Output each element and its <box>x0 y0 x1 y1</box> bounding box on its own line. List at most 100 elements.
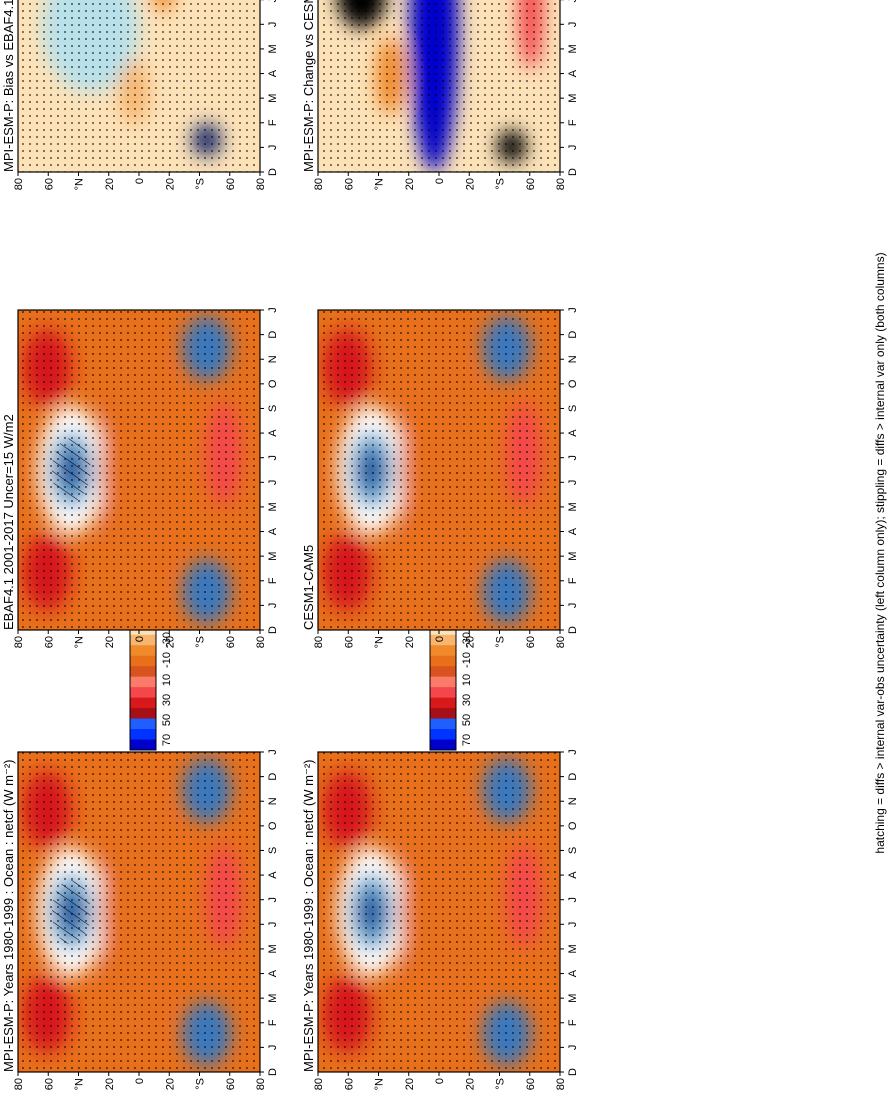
colorbar-label: -10 <box>461 652 473 668</box>
y-tick-label: 20 <box>464 636 476 648</box>
colorbar-label: 70 <box>461 734 473 746</box>
colorbar-label: -30 <box>461 632 473 648</box>
x-tick-label: O <box>267 379 279 388</box>
x-tick-label: A <box>567 527 579 535</box>
y-tick-label: °S <box>495 1078 507 1090</box>
y-tick-label: 80 <box>255 178 267 190</box>
y-tick-label: °N <box>74 636 86 648</box>
colorbar-swatch <box>130 739 156 750</box>
colorbar-swatch <box>430 718 456 730</box>
x-tick-label: N <box>567 797 579 805</box>
y-tick-label: 60 <box>343 636 355 648</box>
x-tick-label: J <box>567 455 579 461</box>
x-tick-label: D <box>567 773 579 781</box>
panel-field <box>318 310 560 630</box>
panel-field <box>318 752 560 1072</box>
panel-title: MPI-ESM-P: Change vs CESM1-CAM5 <box>301 0 316 172</box>
x-tick-label: A <box>567 871 579 879</box>
y-tick-label: 20 <box>464 178 476 190</box>
x-tick-label: D <box>567 168 579 176</box>
x-tick-label: A <box>567 429 579 437</box>
panel-field <box>18 310 260 630</box>
x-tick-label: M <box>567 44 579 53</box>
x-tick-label: J <box>267 455 279 461</box>
x-tick-label: S <box>267 405 279 412</box>
x-tick-label: M <box>567 994 579 1003</box>
x-tick-label: O <box>267 821 279 830</box>
colorbar-label: 10 <box>461 674 473 686</box>
x-tick-label: A <box>567 969 579 977</box>
colorbar-swatch <box>130 686 156 698</box>
x-tick-label: M <box>267 552 279 561</box>
y-tick-label: 20 <box>404 636 416 648</box>
y-tick-label: 20 <box>164 636 176 648</box>
y-tick-label: °S <box>195 1078 207 1090</box>
x-tick-label: N <box>567 355 579 363</box>
y-tick-label: 0 <box>134 1078 146 1084</box>
x-tick-label: J <box>267 22 279 28</box>
x-tick-label: J <box>567 480 579 486</box>
y-tick-label: °N <box>74 178 86 190</box>
panels-layer: 70503010-10-30-50-70-90-110-13070503010-… <box>1 0 579 1090</box>
x-tick-label: J <box>267 0 279 2</box>
x-tick-label: A <box>567 69 579 77</box>
y-tick-label: °N <box>74 1078 86 1090</box>
x-tick-label: M <box>267 994 279 1003</box>
x-tick-label: J <box>267 922 279 928</box>
y-tick-label: °N <box>374 636 386 648</box>
colorbar-swatch <box>130 665 156 677</box>
y-tick-label: °S <box>195 178 207 190</box>
x-tick-label: J <box>567 603 579 609</box>
y-tick-label: 80 <box>13 178 25 190</box>
x-tick-label: F <box>567 577 579 584</box>
footer-note: hatching = diffs > internal var-obs unce… <box>873 252 887 853</box>
y-tick-label: °N <box>374 178 386 190</box>
y-tick-label: 80 <box>13 1078 25 1090</box>
colorbar-swatch <box>130 644 156 656</box>
y-tick-label: 20 <box>104 178 116 190</box>
stippling-overlay <box>318 752 560 1072</box>
colorbar-label: 50 <box>161 714 173 726</box>
colorbar-swatch <box>130 728 156 740</box>
x-tick-label: M <box>267 44 279 53</box>
x-tick-label: D <box>567 626 579 634</box>
colorbar-swatch <box>130 655 156 667</box>
colorbar-swatch <box>430 644 456 656</box>
y-tick-label: 20 <box>164 1078 176 1090</box>
x-tick-label: A <box>267 871 279 879</box>
panel-title: MPI-ESM-P: Years 1980-1999 : Ocean : net… <box>301 760 316 1072</box>
y-tick-label: 20 <box>104 1078 116 1090</box>
colorbar-swatch <box>430 634 456 646</box>
x-tick-label: O <box>567 379 579 388</box>
x-tick-label: J <box>267 1045 279 1051</box>
x-tick-label: J <box>567 1045 579 1051</box>
y-tick-label: 20 <box>464 1078 476 1090</box>
y-tick-label: 80 <box>255 1078 267 1090</box>
y-tick-label: 60 <box>43 636 55 648</box>
x-tick-label: A <box>267 969 279 977</box>
y-tick-label: 80 <box>13 636 25 648</box>
y-tick-label: 60 <box>43 1078 55 1090</box>
y-tick-label: 80 <box>313 178 325 190</box>
panel-title: CESM1-CAM5 <box>301 545 316 630</box>
colorbar-swatch <box>130 697 156 709</box>
x-tick-label: D <box>267 331 279 339</box>
stippling-overlay <box>18 752 260 1072</box>
colorbar-label: 10 <box>161 674 173 686</box>
x-tick-label: M <box>567 94 579 103</box>
x-tick-label: J <box>567 749 579 755</box>
y-tick-label: 60 <box>525 636 537 648</box>
heatmap-panel-5: MPI-ESM-P: Change vs CESM1-CAM5DJFMAMJJA… <box>301 0 579 190</box>
colorbar-swatch <box>430 707 456 719</box>
x-tick-label: J <box>567 897 579 903</box>
panel-title: EBAF4.1 2001-2017 Uncer=15 W/m2 <box>1 414 16 630</box>
colorbar-swatch <box>130 718 156 730</box>
y-tick-label: 20 <box>404 1078 416 1090</box>
x-tick-label: J <box>567 922 579 928</box>
colorbar-swatch <box>130 634 156 646</box>
x-tick-label: S <box>567 405 579 412</box>
y-tick-label: 80 <box>555 1078 567 1090</box>
y-tick-label: 0 <box>434 1078 446 1084</box>
x-tick-label: M <box>567 552 579 561</box>
